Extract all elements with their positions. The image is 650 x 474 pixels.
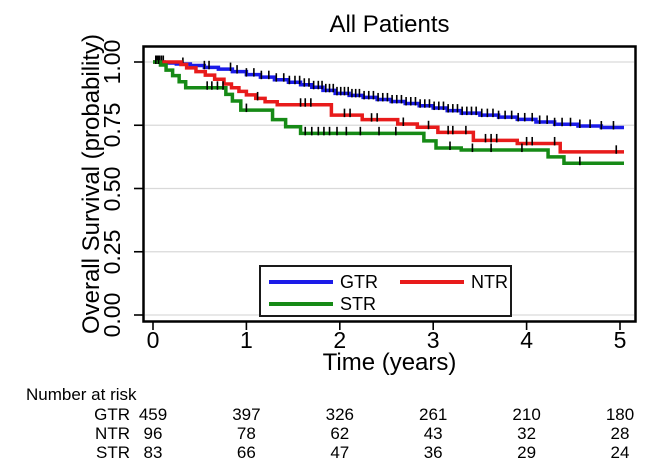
risk-count-NTR-t5: 28 bbox=[610, 424, 630, 443]
risk-count-GTR-t5: 180 bbox=[605, 405, 635, 424]
risk-count-NTR-t0: 96 bbox=[143, 424, 163, 443]
risk-count-STR-t3: 36 bbox=[423, 443, 443, 462]
x-tick-label-2: 2 bbox=[333, 327, 347, 353]
x-tick-label-5: 5 bbox=[613, 327, 627, 353]
legend-line-STR bbox=[269, 302, 333, 306]
x-axis-title: Time (years) bbox=[322, 349, 457, 376]
legend-label-NTR: NTR bbox=[471, 272, 508, 292]
x-tick-label-4: 4 bbox=[520, 327, 533, 353]
risk-row-label-GTR: GTR bbox=[94, 405, 130, 424]
risk-count-NTR-t4: 32 bbox=[517, 424, 537, 443]
y-tick-label-4: 1.00 bbox=[99, 39, 125, 85]
risk-count-GTR-t0: 459 bbox=[138, 405, 168, 424]
y-tick-label-3: 0.75 bbox=[99, 102, 125, 148]
risk-count-STR-t0: 83 bbox=[143, 443, 163, 462]
risk-count-STR-t5: 24 bbox=[610, 443, 630, 462]
legend-label-STR: STR bbox=[340, 294, 376, 314]
risk-count-NTR-t2: 62 bbox=[330, 424, 350, 443]
curve-GTR bbox=[153, 60, 624, 130]
y-tick-label-0: 0.00 bbox=[99, 292, 125, 338]
legend-label-GTR: GTR bbox=[340, 272, 378, 292]
x-tick-label-0: 0 bbox=[146, 327, 160, 353]
curve-STR bbox=[153, 60, 624, 165]
censor-marks-NTR bbox=[156, 55, 618, 154]
censor-marks-STR bbox=[155, 55, 581, 166]
risk-count-GTR-t3: 261 bbox=[419, 405, 448, 424]
legend-line-GTR bbox=[269, 280, 333, 284]
risk-count-NTR-t3: 43 bbox=[423, 424, 443, 443]
risk-table-heading: Number at risk bbox=[26, 385, 137, 404]
risk-count-STR-t4: 29 bbox=[517, 443, 537, 462]
chart-title: All Patients bbox=[329, 11, 450, 38]
risk-count-GTR-t1: 397 bbox=[232, 405, 261, 424]
risk-row-label-STR: STR bbox=[96, 443, 130, 462]
plot-border bbox=[142, 45, 637, 323]
y-tick-label-1: 0.25 bbox=[99, 229, 125, 275]
legend-line-NTR bbox=[400, 280, 464, 284]
x-tick-label-3: 3 bbox=[426, 327, 440, 353]
y-tick-label-2: 0.50 bbox=[99, 166, 125, 211]
risk-count-STR-t2: 47 bbox=[330, 443, 350, 462]
risk-count-GTR-t2: 326 bbox=[325, 405, 354, 424]
risk-count-NTR-t1: 78 bbox=[236, 424, 256, 443]
curve-NTR bbox=[153, 60, 624, 154]
risk-count-STR-t1: 66 bbox=[236, 443, 256, 462]
x-tick-label-1: 1 bbox=[239, 327, 253, 353]
risk-row-label-NTR: NTR bbox=[95, 424, 130, 443]
risk-count-GTR-t4: 210 bbox=[512, 405, 541, 424]
legend: GTR NTR STR bbox=[259, 265, 512, 317]
censor-marks-GTR bbox=[155, 55, 615, 130]
